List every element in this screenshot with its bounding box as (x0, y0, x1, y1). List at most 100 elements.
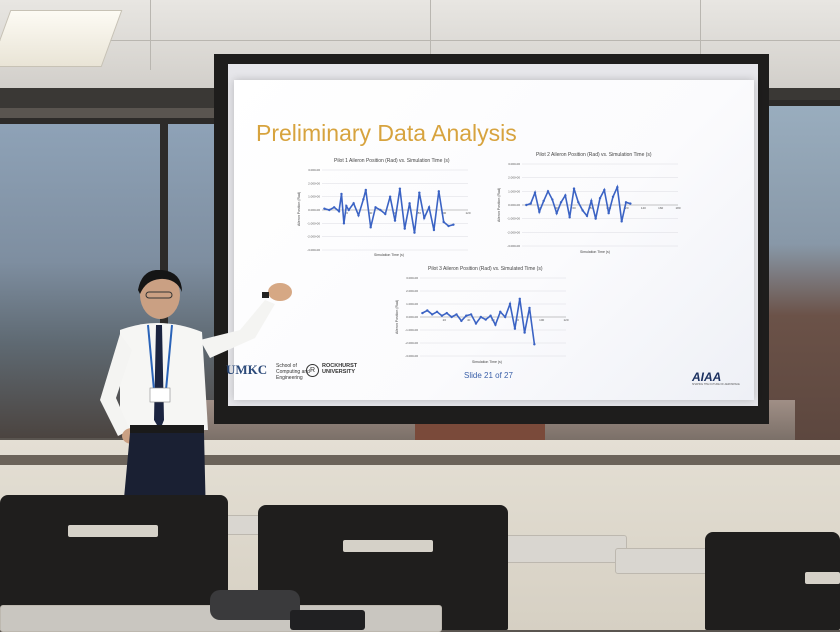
x-tick-label: 40 (555, 206, 559, 210)
presenter-shirt (120, 322, 208, 430)
data-point (555, 212, 558, 215)
y-tick-label: 3.000-00 (406, 276, 418, 280)
chair-handle-slot (343, 540, 433, 552)
data-point (369, 226, 372, 229)
window-frame (0, 118, 225, 124)
data-point (484, 318, 487, 321)
x-tick-label: 120 (465, 211, 470, 215)
chart-pilot-1: Pilot 1 Aileron Position (Rad) vs. Simul… (296, 158, 476, 262)
data-point (364, 188, 367, 192)
x-tick-label: 120 (623, 206, 628, 210)
y-tick-label: -2.000-00 (307, 235, 320, 239)
data-point (542, 199, 545, 203)
data-point (328, 208, 331, 212)
data-point (347, 208, 350, 212)
data-point (427, 206, 431, 209)
data-point (474, 322, 478, 325)
chair-handle-slot (805, 572, 840, 584)
chart-plot-area: 3.000-00 2.000-00 1.000-00 0.000-00 -1.000-0… (307, 168, 471, 252)
y-tick-label: -1.000-00 (405, 328, 418, 332)
data-point (440, 314, 444, 317)
presentation-slide: Preliminary Data Analysis Pilot 1 Ailero… (226, 80, 754, 400)
series-trace (324, 188, 454, 233)
data-point (374, 206, 377, 209)
data-point (629, 202, 632, 205)
x-tick-label: 180 (675, 206, 680, 210)
x-tick-label: 80 (516, 318, 520, 322)
y-tick-label: 2.000-00 (308, 181, 320, 185)
data-point (525, 203, 528, 207)
data-point (469, 313, 473, 316)
chart-y-axis-label: Aileron Position (Rad) (297, 191, 301, 226)
data-point (508, 302, 512, 306)
data-point (460, 319, 463, 323)
x-tick-label: 80 (418, 211, 422, 215)
chart-title: Pilot 1 Aileron Position (Rad) vs. Simul… (334, 158, 450, 164)
data-point (388, 195, 392, 198)
y-tick-label: 3.000-00 (508, 162, 520, 166)
data-point (332, 206, 336, 209)
data-point (590, 199, 593, 203)
y-tick-label: -3.000-00 (405, 354, 418, 358)
y-tick-label: -2.000-00 (507, 230, 520, 234)
x-tick-label: 160 (658, 206, 663, 210)
x-tick-label: 80 (590, 206, 594, 210)
data-point (581, 209, 584, 212)
data-point (362, 198, 365, 201)
data-point (528, 306, 531, 310)
data-point (421, 311, 424, 315)
data-point (352, 202, 355, 205)
y-tick-label: -1.000-00 (307, 221, 320, 225)
data-point (452, 223, 455, 226)
data-point (564, 194, 567, 197)
umkc-logo: UMKC (226, 362, 268, 377)
x-tick-label: 100 (441, 211, 446, 215)
ceiling-grid-line (430, 0, 431, 70)
rockhurst-logo: ROCKHURST UNIVERSITY (322, 363, 358, 375)
data-point (518, 297, 521, 300)
data-point (323, 207, 326, 210)
data-point (513, 327, 517, 330)
data-point (494, 323, 497, 326)
series-trace (526, 184, 631, 222)
chart-x-axis-label: Simulation Time (s) (374, 253, 404, 257)
data-point (418, 191, 421, 194)
y-tick-label: -3.000-00 (307, 248, 320, 252)
chart-y-axis-label: Aileron Position (Rad) (395, 299, 399, 334)
data-point (447, 224, 450, 228)
data-point (437, 190, 440, 193)
data-point (423, 216, 426, 220)
y-tick-label: 2.000-00 (406, 289, 418, 293)
chart-pilot-3: Pilot 3 Aileron Position (Rad) vs. Simul… (394, 266, 574, 368)
x-tick-label: 60 (572, 206, 576, 210)
data-point (432, 228, 436, 232)
data-point (455, 313, 458, 316)
y-tick-label: 1.000-00 (508, 189, 520, 193)
data-point (551, 198, 554, 201)
chart-x-axis-label: Simulation Time (s) (472, 360, 502, 364)
ceiling-grid-line (150, 0, 151, 70)
data-point (430, 313, 434, 316)
glasses (145, 291, 173, 299)
presenter-hand (268, 283, 292, 301)
watch (262, 292, 269, 298)
tablet (290, 610, 365, 630)
data-point (499, 310, 502, 313)
data-point (337, 210, 341, 213)
data-point (435, 310, 439, 313)
data-point (479, 315, 483, 319)
data-point (603, 188, 606, 192)
necktie (154, 325, 164, 430)
data-point (408, 202, 411, 205)
name-badge (149, 387, 171, 403)
umkc-school-name: School of Computing and Engineering (276, 363, 310, 381)
data-point (357, 214, 360, 217)
y-tick-label: 3.000-00 (308, 168, 320, 172)
data-point (594, 217, 597, 220)
rockhurst-seal-icon: R (306, 364, 319, 377)
ceiling-grid-line (0, 40, 840, 41)
data-point (577, 201, 580, 204)
chart-x-axis-label: Simulation Time (s) (580, 250, 610, 254)
data-point (585, 214, 589, 218)
chair-handle-slot (68, 525, 158, 537)
